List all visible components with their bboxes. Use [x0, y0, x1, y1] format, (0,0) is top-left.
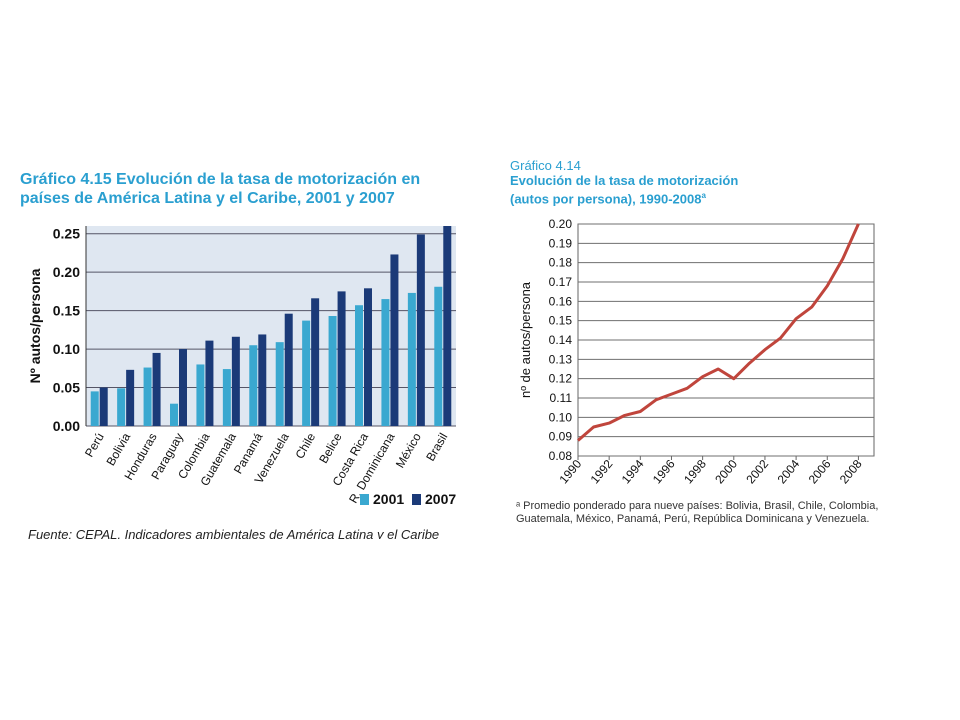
bar-x-category-label: México	[393, 430, 424, 470]
bar-2001-7	[275, 342, 284, 426]
line-y-tick-label: 0.16	[549, 294, 573, 308]
line-x-tick-label: 2006	[806, 457, 834, 487]
bar-2007-4	[205, 340, 214, 426]
line-chart-title-line3: (autos por persona), 1990-2008a	[510, 188, 890, 206]
bar-y-tick-label: 0.05	[53, 380, 80, 396]
bar-y-tick-label: 0.15	[53, 303, 80, 319]
bar-2001-9	[328, 316, 337, 426]
bar-2001-13	[434, 286, 443, 426]
line-y-tick-label: 0.20	[549, 217, 573, 231]
bar-2001-11	[381, 299, 390, 426]
bar-2001-8	[302, 320, 311, 426]
bar-y-axis-label: Nº autos/persona	[27, 268, 43, 383]
legend-swatch-2007	[412, 494, 421, 505]
bar-chart-title-line1: Gráfico 4.15 Evolución de la tasa de mot…	[20, 171, 421, 188]
bar-chart-panel: Gráfico 4.15 Evolución de la tasa de mot…	[20, 170, 480, 550]
line-x-tick-label: 1996	[650, 457, 678, 487]
bar-2007-12	[416, 234, 425, 426]
line-chart-title-line3-text: (autos por persona), 1990-2008	[510, 191, 702, 207]
bar-2001-1	[117, 388, 126, 426]
line-chart: 0.08 0.09 0.10 0.11 0.12 0.13 0.14 0.15 0.16 0.17…	[518, 217, 875, 487]
line-x-tick-label: 2002	[743, 457, 771, 487]
bar-2001-2	[143, 367, 152, 426]
line-x-tick-label: 1994	[619, 457, 647, 487]
bar-2007-5	[231, 336, 240, 426]
bar-2001-0	[90, 391, 99, 426]
bar-2007-1	[126, 369, 135, 426]
line-chart-title-line1: Gráfico 4.14	[510, 158, 581, 173]
bar-chart-title-line2: países de América Latina y el Caribe, 20…	[20, 190, 395, 207]
bar-x-category-label: Perú	[82, 431, 107, 460]
line-x-tick-label: 2000	[712, 457, 740, 487]
bar-2007-2	[152, 352, 161, 426]
line-y-tick-label: 0.10	[549, 410, 573, 424]
line-y-tick-label: 0.09	[549, 430, 573, 444]
bar-y-tick-label: 0.10	[53, 341, 80, 357]
bar-2007-0	[99, 387, 108, 426]
line-y-tick-label: 0.14	[549, 333, 573, 347]
legend-swatch-2001	[360, 494, 369, 505]
line-y-tick-label: 0.15	[549, 314, 573, 328]
bar-chart-source: Fuente: CEPAL, Indicadores ambientales d…	[28, 527, 440, 539]
line-x-tick-label: 1992	[588, 457, 616, 487]
bar-2007-11	[390, 254, 399, 426]
bar-2007-13	[443, 226, 452, 426]
line-y-tick-label: 0.13	[549, 352, 573, 366]
line-y-tick-label: 0.12	[549, 372, 573, 386]
bar-y-tick-label: 0.25	[53, 226, 80, 242]
line-x-tick-label: 2008	[837, 457, 865, 487]
bar-2007-9	[337, 291, 346, 426]
line-y-tick-label: 0.19	[549, 236, 573, 250]
line-y-axis-label: nº de autos/persona	[518, 281, 533, 398]
line-chart-title-sup: a	[701, 191, 706, 200]
line-y-tick-label: 0.11	[550, 391, 573, 405]
legend-label-2001: 2001	[373, 491, 404, 507]
bar-x-category-label: Chile	[292, 430, 318, 461]
bar-2001-3	[170, 403, 178, 426]
bar-chart: 0.000.050.100.150.200.25PerúBoliviaHondu…	[27, 226, 456, 507]
bar-y-tick-label: 0.20	[53, 264, 80, 280]
line-y-tick-label: 0.18	[549, 256, 573, 270]
line-series-0	[577, 223, 860, 442]
bar-y-tick-label: 0.00	[53, 418, 80, 434]
line-chart-footnote: ᵃ Promedio ponderado para nueve países: …	[516, 500, 879, 525]
bar-2001-10	[355, 305, 363, 426]
bar-2001-6	[249, 345, 258, 426]
line-chart-title-line2: Evolución de la tasa de motorización	[510, 173, 739, 188]
bar-2007-6	[258, 334, 267, 426]
bar-x-category-label: Brasil	[423, 431, 450, 464]
line-x-tick-label: 2004	[775, 457, 803, 487]
bar-2007-3	[179, 349, 187, 426]
line-x-tick-label: 1998	[681, 457, 709, 487]
bar-2007-7	[284, 313, 293, 426]
bar-2001-5	[222, 369, 231, 426]
line-y-tick-label: 0.17	[549, 275, 573, 289]
line-y-tick-label: 0.08	[549, 449, 573, 463]
bar-2007-8	[311, 298, 320, 426]
bar-2001-12	[407, 292, 416, 426]
line-chart-panel: Gráfico 4.14 Evolución de la tasa de mot…	[510, 158, 890, 558]
legend-label-2007: 2007	[425, 491, 456, 507]
bar-plot-background	[86, 226, 456, 426]
bar-2007-10	[364, 288, 372, 426]
bar-2001-4	[196, 364, 205, 426]
